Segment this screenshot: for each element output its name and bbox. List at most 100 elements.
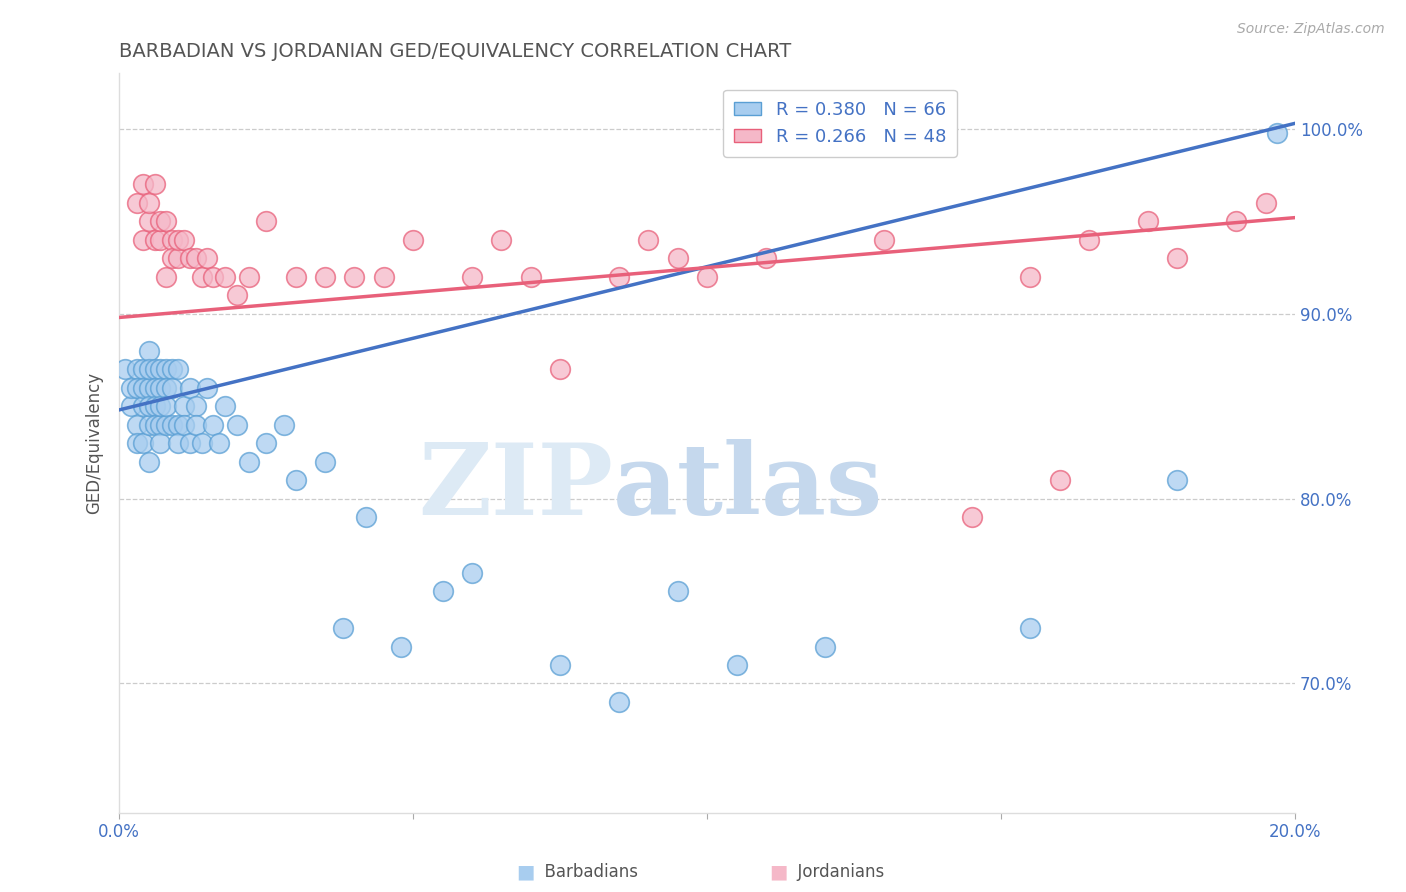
Point: [214, 269, 236, 284]
Point: [332, 621, 354, 635]
Point: [173, 233, 195, 247]
Point: [143, 399, 166, 413]
Point: [179, 252, 201, 266]
Point: [208, 436, 231, 450]
Point: [314, 455, 336, 469]
Text: Jordanians: Jordanians: [787, 863, 884, 881]
Point: [143, 417, 166, 432]
Point: [155, 214, 177, 228]
Text: Barbadians: Barbadians: [534, 863, 638, 881]
Point: [190, 269, 212, 284]
Point: [160, 233, 183, 247]
Point: [138, 455, 160, 469]
Point: [666, 252, 689, 266]
Point: [132, 233, 155, 247]
Point: [373, 269, 395, 284]
Point: [155, 269, 177, 284]
Point: [160, 362, 183, 376]
Point: [1019, 269, 1042, 284]
Point: [607, 695, 630, 709]
Point: [284, 269, 307, 284]
Point: [160, 381, 183, 395]
Point: [1267, 126, 1289, 140]
Point: [238, 269, 260, 284]
Point: [132, 178, 155, 192]
Point: [666, 584, 689, 599]
Point: [143, 362, 166, 376]
Point: [184, 399, 207, 413]
Point: [167, 252, 190, 266]
Text: BARBADIAN VS JORDANIAN GED/EQUIVALENCY CORRELATION CHART: BARBADIAN VS JORDANIAN GED/EQUIVALENCY C…: [120, 42, 792, 61]
Point: [391, 640, 413, 654]
Point: [132, 362, 155, 376]
Point: [167, 362, 190, 376]
Point: [461, 269, 484, 284]
Point: [138, 399, 160, 413]
Point: [637, 233, 659, 247]
Point: [225, 288, 247, 302]
Point: [179, 436, 201, 450]
Point: [432, 584, 454, 599]
Point: [125, 436, 148, 450]
Point: [343, 269, 366, 284]
Legend: R = 0.380   N = 66, R = 0.266   N = 48: R = 0.380 N = 66, R = 0.266 N = 48: [723, 90, 956, 156]
Point: [202, 417, 225, 432]
Point: [125, 417, 148, 432]
Point: [114, 362, 136, 376]
Point: [197, 381, 219, 395]
Point: [149, 381, 172, 395]
Point: [814, 640, 837, 654]
Text: Source: ZipAtlas.com: Source: ZipAtlas.com: [1237, 22, 1385, 37]
Point: [548, 362, 571, 376]
Point: [167, 233, 190, 247]
Point: [254, 436, 277, 450]
Point: [149, 436, 172, 450]
Text: atlas: atlas: [613, 439, 883, 536]
Point: [160, 417, 183, 432]
Point: [149, 214, 172, 228]
Point: [725, 658, 748, 673]
Y-axis label: GED/Equivalency: GED/Equivalency: [86, 372, 103, 514]
Point: [143, 178, 166, 192]
Point: [143, 233, 166, 247]
Point: [138, 214, 160, 228]
Point: [138, 417, 160, 432]
Point: [132, 436, 155, 450]
Point: [607, 269, 630, 284]
Point: [132, 399, 155, 413]
Point: [520, 269, 543, 284]
Point: [184, 417, 207, 432]
Point: [155, 399, 177, 413]
Point: [132, 381, 155, 395]
Point: [491, 233, 513, 247]
Point: [202, 269, 225, 284]
Point: [273, 417, 295, 432]
Point: [155, 362, 177, 376]
Point: [214, 399, 236, 413]
Point: [461, 566, 484, 580]
Point: [197, 252, 219, 266]
Point: [284, 473, 307, 487]
Point: [120, 399, 142, 413]
Point: [314, 269, 336, 284]
Point: [254, 214, 277, 228]
Point: [548, 658, 571, 673]
Point: [696, 269, 718, 284]
Point: [149, 417, 172, 432]
Point: [238, 455, 260, 469]
Point: [1254, 195, 1277, 210]
Point: [184, 252, 207, 266]
Point: [402, 233, 425, 247]
Point: [160, 252, 183, 266]
Point: [149, 399, 172, 413]
Point: [138, 195, 160, 210]
Text: ZIP: ZIP: [418, 439, 613, 536]
Point: [1166, 252, 1188, 266]
Point: [173, 417, 195, 432]
Point: [872, 233, 894, 247]
Point: [225, 417, 247, 432]
Point: [125, 195, 148, 210]
Point: [1225, 214, 1247, 228]
Point: [149, 362, 172, 376]
Point: [179, 381, 201, 395]
